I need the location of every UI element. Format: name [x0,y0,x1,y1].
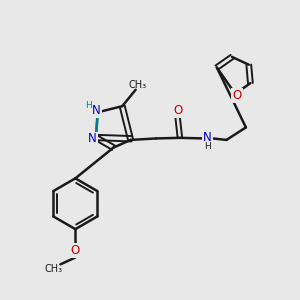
Text: CH₃: CH₃ [129,80,147,90]
Text: O: O [173,104,182,117]
Text: N: N [92,104,100,117]
Text: N: N [88,133,97,146]
Text: O: O [71,244,80,257]
Text: CH₃: CH₃ [45,263,63,274]
Text: N: N [203,131,212,144]
Text: H: H [204,142,211,151]
Text: O: O [232,89,242,102]
Text: H: H [85,101,92,110]
